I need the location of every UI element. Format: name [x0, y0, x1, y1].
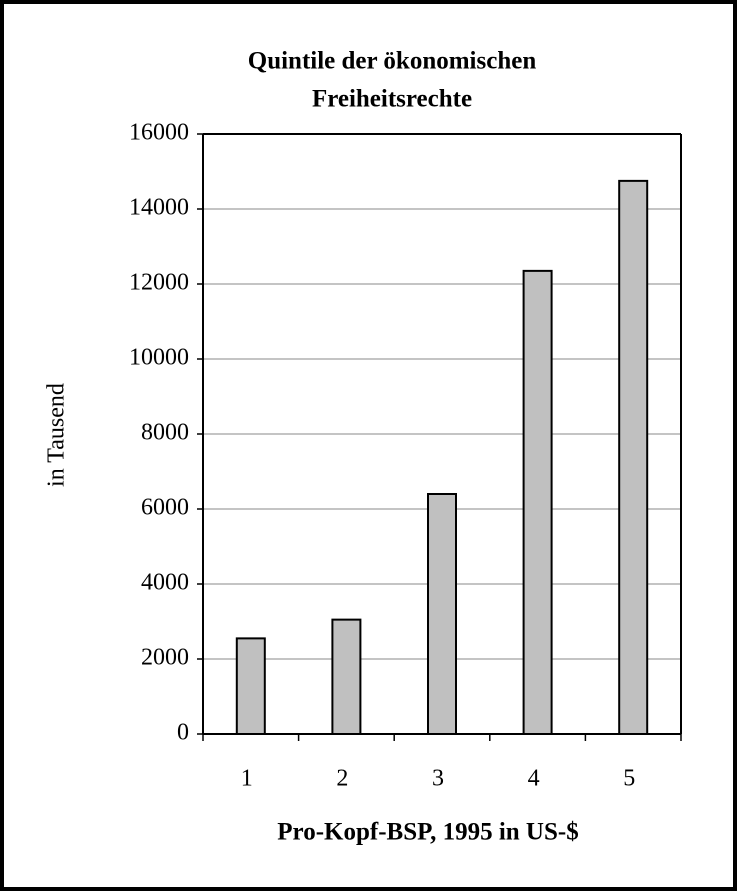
y-tick-label: 8000	[141, 420, 189, 446]
x-axis-label: Pro-Kopf-BSP, 1995 in US-$	[277, 819, 578, 846]
bar	[522, 269, 553, 735]
y-tick-label: 2000	[141, 645, 189, 671]
y-axis-label: in Tausend	[44, 383, 70, 487]
y-tick-label: 0	[177, 720, 189, 746]
y-tick-label: 10000	[129, 345, 189, 371]
chart-title: Quintile der ökonomischen	[248, 48, 537, 75]
y-tick-label: 4000	[141, 570, 189, 596]
x-tick-label: 3	[432, 766, 444, 792]
x-tick-label: 1	[241, 766, 253, 792]
y-tick-label: 12000	[129, 270, 189, 296]
x-tick-label: 5	[623, 766, 635, 792]
bar	[331, 618, 362, 735]
x-tick-label: 2	[336, 766, 348, 792]
bar	[235, 637, 266, 735]
y-tick-label: 14000	[129, 195, 189, 221]
bar	[427, 493, 457, 735]
x-tick-label: 4	[528, 766, 540, 792]
y-tick-label: 16000	[129, 120, 189, 146]
chart-title: Freiheitsrechte	[312, 86, 472, 113]
bar	[618, 179, 649, 735]
y-tick-label: 6000	[141, 495, 189, 521]
